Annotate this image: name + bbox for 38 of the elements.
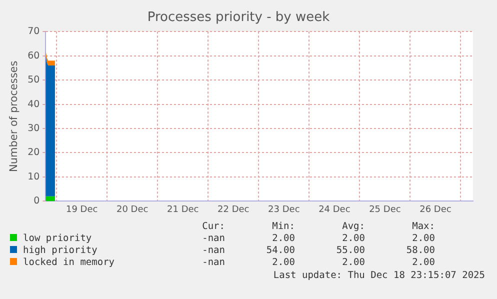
text: 2.00 [271, 256, 295, 268]
y-tick-label: 60 [28, 50, 40, 62]
text: 2.00 [411, 256, 435, 268]
chart-title: Processes priority - by week [147, 10, 330, 26]
text: -nan [201, 244, 225, 256]
x-tick-label: 24 Dec [318, 204, 350, 215]
x-tick-label: 21 Dec [166, 204, 199, 215]
legend-label: high priority [22, 244, 98, 256]
text: 55.00 [335, 244, 365, 256]
text: Last update: Thu Dec 18 23:15:07 2025 [273, 270, 485, 281]
text: Max: [411, 220, 435, 232]
y-axis-title: Number of processes [8, 60, 20, 172]
y-tick-label: 20 [28, 147, 40, 158]
x-tick-label: 19 Dec [66, 204, 98, 215]
legend-label: low priority [22, 232, 93, 244]
text: 2.00 [411, 232, 435, 244]
text: Avg: [341, 220, 365, 232]
text: -nan [201, 256, 225, 268]
y-tick-label: 0 [34, 196, 40, 207]
legend-label: locked in memory [22, 256, 116, 268]
y-tick-label: 50 [28, 74, 40, 86]
text: Min: [271, 220, 295, 232]
text: 58.00 [405, 244, 435, 256]
x-tick-label: 22 Dec [218, 204, 250, 215]
text: -nan [201, 232, 225, 244]
y-tick-label: 30 [28, 122, 40, 134]
y-tick-label: 40 [28, 98, 40, 110]
y-tick-label: 70 [28, 26, 40, 38]
x-tick-label: 23 Dec [268, 204, 300, 215]
y-tick-label: 10 [28, 171, 40, 182]
x-tick-label: 25 Dec [369, 204, 401, 215]
text: 54.00 [265, 244, 295, 256]
x-tick-label: 20 Dec [116, 204, 148, 215]
text: 2.00 [341, 256, 365, 268]
text: 2.00 [341, 232, 365, 244]
x-tick-label: 26 Dec [420, 204, 452, 215]
text: 2.00 [271, 232, 295, 244]
text: Cur: [201, 220, 225, 232]
